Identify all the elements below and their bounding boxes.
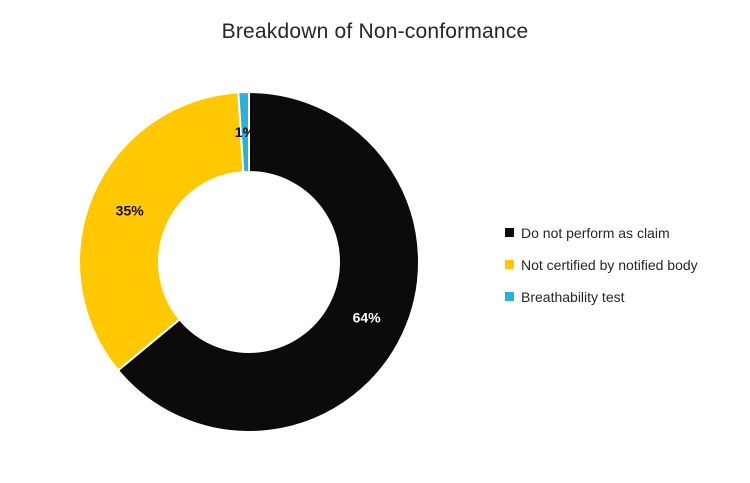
data-label-2: 35%	[116, 202, 145, 218]
legend-item-2: Not certified by notified body	[505, 255, 698, 274]
legend: Do not perform as claim Not certified by …	[505, 223, 698, 306]
legend-label: Breathability test	[521, 288, 625, 305]
data-label-3: 1%	[235, 124, 256, 140]
legend-swatch-icon	[505, 228, 514, 237]
data-label-1: 64%	[353, 309, 382, 325]
donut-slice-3	[237, 91, 250, 174]
legend-item-3: Breathability test	[505, 287, 698, 306]
legend-swatch-icon	[505, 292, 514, 301]
legend-label: Not certified by notified body	[521, 256, 698, 273]
legend-item-1: Do not perform as claim	[505, 223, 698, 242]
legend-label: Do not perform as claim	[521, 224, 670, 241]
donut-slice-2	[78, 91, 245, 372]
chart-title: Breakdown of Non-conformance	[221, 20, 529, 43]
donut-slice-1	[117, 91, 420, 433]
legend-swatch-icon	[505, 260, 514, 269]
